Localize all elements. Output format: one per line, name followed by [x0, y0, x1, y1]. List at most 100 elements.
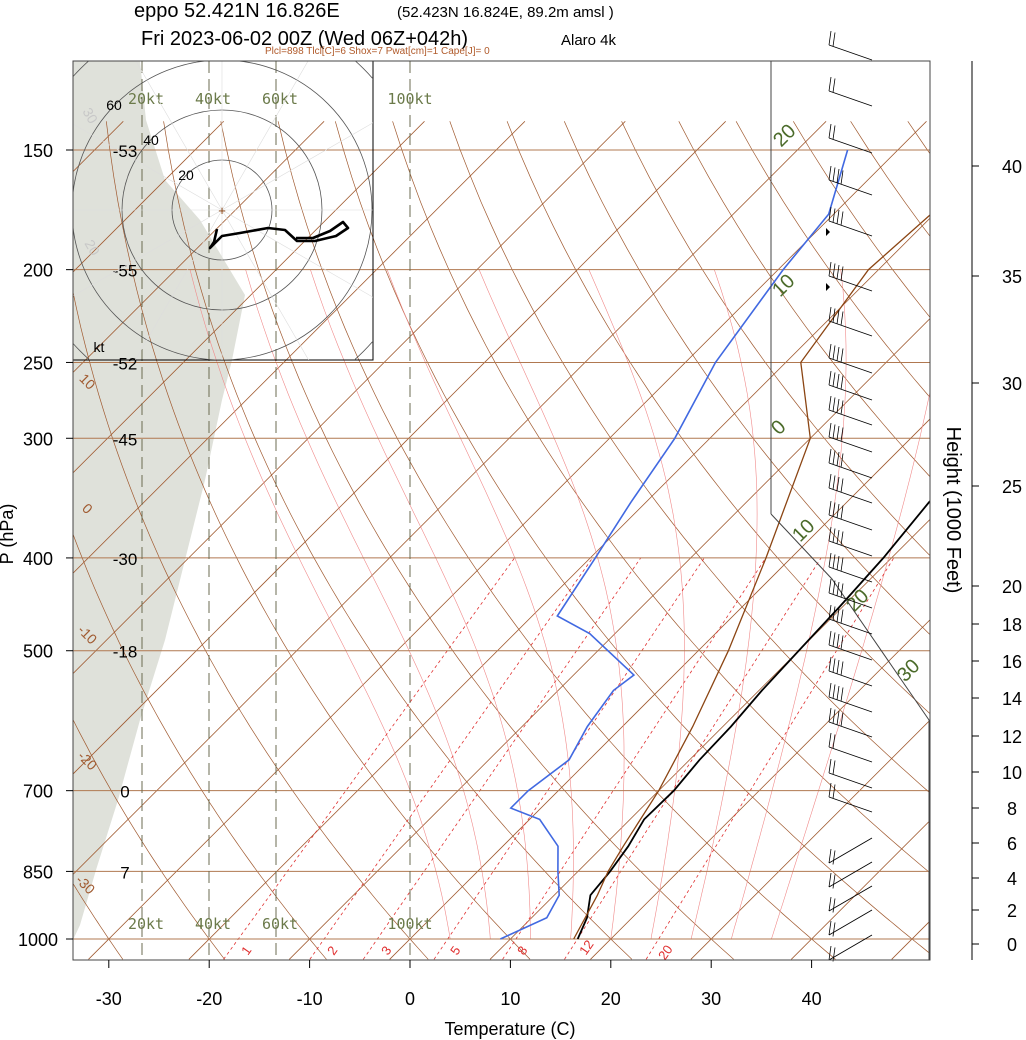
moist-adiabat — [690, 269, 758, 940]
wind-barb-feather — [828, 395, 832, 411]
wind-barb-feather — [836, 555, 840, 571]
wind-barb — [828, 552, 873, 583]
dry-adiabat — [449, 121, 930, 794]
wind-barb-feather — [832, 397, 836, 412]
wind-barb-feather — [840, 427, 844, 442]
wind-barb-feather — [836, 373, 840, 389]
dry-adiabat — [73, 882, 124, 960]
isotherm-line — [73, 121, 325, 373]
wind-barb-staff — [828, 436, 873, 453]
wind-barb-feather — [840, 375, 844, 390]
wind-barb-feather — [836, 503, 840, 519]
wind-barb-feather — [828, 552, 832, 568]
wind-barb — [828, 448, 873, 479]
dry-adiabat — [850, 121, 930, 237]
wind-barb-feather — [832, 345, 836, 360]
wind-barb-feather — [836, 309, 840, 325]
wind-barb-feather — [840, 478, 844, 493]
wind-barb — [828, 732, 873, 763]
wind-barb-staff — [828, 90, 873, 107]
height-tick-label: 12 — [1002, 727, 1022, 747]
hodograph-spoke — [221, 209, 373, 298]
wind-barb-staff — [828, 275, 873, 292]
dry-adiabat — [73, 718, 225, 960]
wind-barb-feather — [828, 848, 832, 864]
dry-adiabat — [392, 121, 930, 874]
wind-barb-staff — [828, 514, 873, 531]
wind-barb-feather — [832, 922, 836, 937]
dry-adiabat — [563, 121, 930, 636]
wind-barb-feather — [828, 165, 832, 181]
dry-adiabat — [73, 290, 429, 960]
isobar-temperature-label: 0 — [120, 783, 129, 802]
mixing-ratio-label: 8 — [514, 943, 530, 958]
wind-barb — [826, 206, 873, 237]
mixing-ratio-label: 12 — [576, 937, 597, 957]
hodograph-spoke — [135, 209, 223, 360]
isotherm-line — [73, 121, 626, 675]
wind-barb-feather — [840, 712, 844, 727]
wind-barb-feather — [840, 687, 844, 702]
wind-barb-feather — [832, 632, 836, 647]
wind-barb-feather — [828, 732, 832, 748]
dry-adiabat — [334, 121, 930, 954]
isobar-temperature-label: -52 — [113, 354, 138, 373]
pressure-tick-label: 150 — [23, 141, 53, 161]
dry-adiabat — [1022, 121, 1026, 959]
pressure-tick-label: 200 — [23, 261, 53, 281]
wind-barb-feather — [840, 266, 844, 281]
dry-adiabat — [277, 121, 836, 960]
height-tick-label: 30 — [1002, 374, 1022, 394]
wind-barb-staff — [828, 357, 873, 374]
wind-barb-feather — [832, 167, 836, 182]
moist-adiabat — [771, 390, 930, 940]
wind-barb-staff — [828, 772, 873, 789]
mixing-ratio-line — [645, 557, 895, 960]
temperature-tick-label: 20 — [601, 989, 621, 1009]
wind-barb-feather — [840, 453, 844, 468]
wind-barb — [828, 422, 873, 453]
wind-barb-feather — [836, 710, 840, 726]
hodograph-faint-label: 30 — [80, 105, 102, 127]
dry-adiabat — [735, 121, 930, 398]
mixing-ratio-label: 5 — [447, 943, 463, 958]
wind-barb-feather — [832, 125, 836, 140]
wind-barb — [828, 707, 873, 738]
wind-barb-feather — [836, 685, 840, 701]
wind-barb-feather — [840, 583, 844, 598]
moist-adiabat — [731, 269, 847, 940]
wind-barb-feather — [832, 424, 836, 439]
time-title: Fri 2023-06-02 00Z (Wed 06Z+042h) — [141, 28, 468, 50]
wind-barb — [828, 123, 873, 154]
wind-barb-staff — [828, 909, 873, 936]
wind-barb-feather — [828, 30, 832, 46]
wind-barb-staff — [828, 462, 873, 479]
dewpoint-profile — [500, 149, 849, 940]
mixing-ratio-line — [223, 557, 515, 960]
isobar-temperature-label: -53 — [113, 142, 138, 161]
wind-barb-feather — [840, 211, 844, 226]
dry-adiabat — [73, 533, 327, 960]
wind-barb-feather — [836, 264, 840, 280]
hodograph-spoke — [135, 61, 223, 211]
wind-barb-staff — [828, 861, 873, 888]
wind-barb-staff — [828, 409, 873, 426]
wind-barb-feather — [832, 208, 836, 223]
pressure-tick-label: 250 — [23, 353, 53, 373]
wind-barb — [828, 630, 873, 661]
wind-barb-feather — [832, 606, 836, 621]
wind-barb-feather — [828, 758, 832, 774]
wind-speed-label: 60kt — [262, 90, 298, 108]
isotherm-line — [289, 318, 930, 960]
wind-barb-feather — [840, 505, 844, 520]
wind-barb-feather — [836, 633, 840, 649]
wind-barb-feather — [832, 450, 836, 465]
wind-barb-feather — [828, 782, 832, 798]
wind-barb-staff — [828, 618, 873, 635]
wind-barb-feather — [840, 311, 844, 326]
wind-barb-feather — [832, 78, 836, 93]
dry-adiabat — [621, 121, 930, 557]
wind-barb-staff — [828, 487, 873, 504]
wind-barb-feather — [828, 920, 832, 936]
wind-barb-feather — [828, 682, 832, 698]
